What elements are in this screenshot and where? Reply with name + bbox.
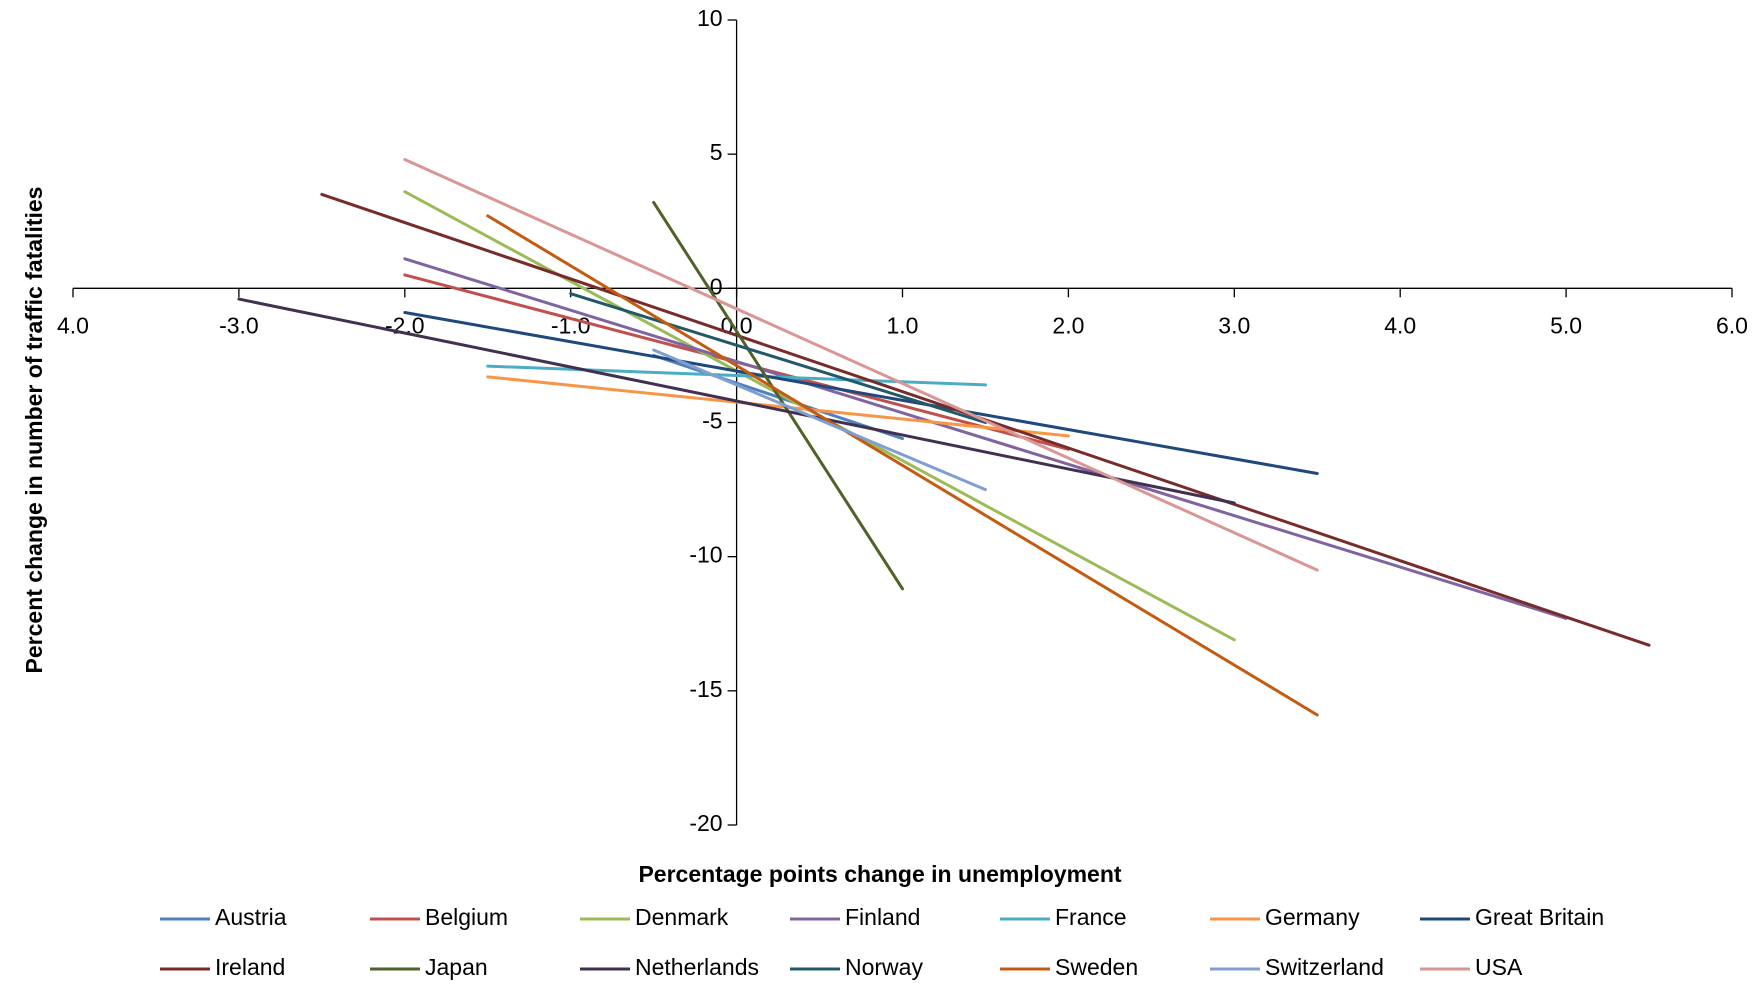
x-tick-label: 3.0 <box>1218 312 1250 338</box>
legend-label: Netherlands <box>635 954 759 980</box>
series-line <box>403 158 1319 572</box>
y-tick-label: 0 <box>710 273 723 299</box>
y-tick-label: 5 <box>710 139 723 165</box>
legend-label: Great Britain <box>1475 904 1604 930</box>
y-axis-title: Percent change in number of traffic fata… <box>21 187 47 674</box>
series-line <box>486 364 987 387</box>
legend-label: Ireland <box>215 954 285 980</box>
series-line <box>569 292 987 424</box>
x-tick-label: 5.0 <box>1550 312 1582 338</box>
x-axis-title: Percentage points change in unemployment <box>638 861 1121 887</box>
legend-label: USA <box>1475 954 1523 980</box>
series-line <box>486 214 1319 717</box>
legend-label: Belgium <box>425 904 508 930</box>
series-line <box>403 310 1319 475</box>
series-line <box>237 297 1236 505</box>
series-line <box>486 375 1070 438</box>
x-tick-label: -3.0 <box>219 312 259 338</box>
y-tick-label: -5 <box>702 408 722 434</box>
y-tick-label: -15 <box>689 676 722 702</box>
x-tick-label: -1.0 <box>551 312 591 338</box>
legend-label: Germany <box>1265 904 1360 930</box>
x-tick-label: 6.0 <box>1716 312 1748 338</box>
legend-label: Norway <box>845 954 923 980</box>
x-tick-label: 1.0 <box>887 312 919 338</box>
legend-label: France <box>1055 904 1127 930</box>
legend-label: Switzerland <box>1265 954 1384 980</box>
series-line <box>403 257 1568 620</box>
series-line <box>652 200 904 591</box>
legend-label: Japan <box>425 954 488 980</box>
y-tick-label: 10 <box>697 5 723 31</box>
x-tick-label: 4.0 <box>1384 312 1416 338</box>
legend-label: Austria <box>215 904 287 930</box>
y-tick-label: -10 <box>689 542 722 568</box>
series-line <box>652 348 987 492</box>
x-tick-label: 2.0 <box>1052 312 1084 338</box>
y-tick-label: -20 <box>689 810 722 836</box>
legend-label: Sweden <box>1055 954 1138 980</box>
legend-label: Denmark <box>635 904 729 930</box>
x-tick-label: 4.0 <box>57 312 89 338</box>
legend-label: Finland <box>845 904 920 930</box>
